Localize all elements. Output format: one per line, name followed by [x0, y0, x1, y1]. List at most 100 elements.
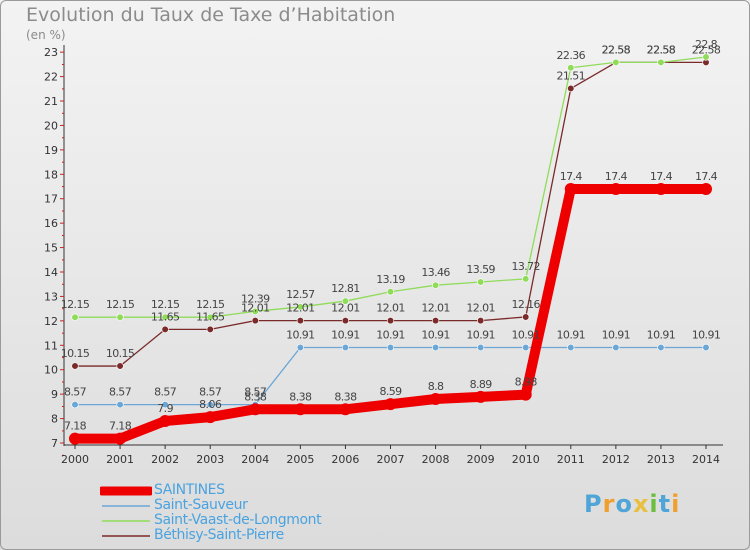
data-label: 22.58 — [692, 43, 721, 56]
series-point-1 — [612, 343, 620, 352]
legend-swatch-saint-sauveur — [102, 505, 150, 507]
data-label: 8.38 — [334, 390, 357, 403]
data-label: 8.38 — [289, 390, 312, 403]
chart-unit-label: (en %) — [26, 28, 66, 42]
y-tick-label: 23 — [44, 46, 58, 59]
series-point-0 — [564, 182, 577, 195]
series-point-2 — [431, 281, 440, 289]
data-label: 8.57 — [109, 386, 132, 399]
data-label: 13.72 — [511, 260, 540, 273]
series-point-2 — [386, 288, 395, 296]
legend-swatch-saint-vaast — [102, 520, 150, 522]
data-label: 21.51 — [557, 70, 586, 83]
y-tick-label: 18 — [44, 168, 58, 181]
legend-swatch-saintines — [100, 486, 152, 496]
series-point-1 — [161, 401, 169, 409]
data-label: 12.01 — [376, 302, 405, 315]
data-label: 10.91 — [692, 328, 721, 341]
data-label: 12.01 — [466, 302, 495, 315]
series-point-3 — [161, 325, 169, 334]
data-label: 10.91 — [331, 328, 360, 341]
x-tick-label: 2009 — [467, 453, 495, 466]
data-label: 12.01 — [241, 302, 270, 315]
x-tick-label: 2001 — [106, 453, 134, 466]
legend-label-saint-sauveur: Saint-Sauveur — [154, 497, 248, 513]
series-point-1 — [341, 343, 350, 352]
series-point-3 — [341, 317, 350, 325]
x-tick-label: 2000 — [61, 453, 89, 466]
data-label: 7.9 — [157, 402, 173, 415]
series-point-1 — [702, 343, 710, 352]
series-point-2 — [341, 297, 350, 305]
data-label: 22.58 — [647, 43, 676, 56]
series-point-3 — [296, 317, 304, 325]
series-point-2 — [657, 58, 665, 67]
x-tick-label: 2005 — [286, 453, 314, 466]
series-point-2 — [296, 303, 304, 311]
y-tick-label: 8 — [51, 413, 58, 426]
data-label: 22.8 — [695, 38, 718, 51]
y-tick-label: 15 — [44, 242, 58, 255]
data-label: 17.4 — [695, 170, 718, 183]
series-point-2 — [116, 313, 124, 321]
data-label: 12.01 — [421, 302, 450, 315]
legend-label-bethisy: Béthisy-Saint-Pierre — [154, 527, 284, 543]
data-label: 10.91 — [557, 328, 586, 341]
data-label: 12.01 — [286, 302, 315, 315]
series-point-2 — [567, 64, 575, 72]
data-label: 10.91 — [421, 328, 450, 341]
data-label: 12.15 — [196, 298, 225, 311]
chart-title: Evolution du Taux de Taxe d’Habitation — [26, 4, 396, 26]
series-point-3 — [477, 317, 485, 325]
series-point-2 — [251, 307, 259, 315]
x-tick-label: 2013 — [647, 453, 675, 466]
series-point-3 — [251, 317, 259, 325]
series-point-2 — [522, 275, 530, 283]
series-point-1 — [567, 343, 575, 352]
y-tick-label: 17 — [44, 193, 58, 206]
series-point-2 — [71, 313, 79, 321]
y-tick-label: 10 — [44, 364, 58, 377]
data-label: 10.91 — [376, 328, 405, 341]
series-point-0 — [204, 411, 217, 424]
data-label: 22.58 — [647, 43, 676, 56]
data-label: 8.59 — [379, 385, 402, 398]
x-tick-label: 2014 — [692, 453, 720, 466]
y-tick-label: 13 — [44, 290, 58, 303]
series-point-3 — [71, 362, 79, 370]
proxiti-logo: Proxiti — [584, 490, 681, 518]
data-label: 10.91 — [466, 328, 495, 341]
data-label: 10.91 — [511, 328, 540, 341]
data-label: 10.91 — [602, 328, 631, 341]
legend-label-saintines: SAINTINES — [154, 482, 225, 498]
y-tick-label: 21 — [44, 95, 58, 108]
series-point-1 — [522, 343, 530, 352]
data-label: 12.16 — [511, 298, 540, 311]
x-tick-label: 2012 — [602, 453, 630, 466]
y-tick-label: 20 — [44, 119, 58, 132]
data-label: 8.8 — [428, 380, 444, 393]
data-label: 22.58 — [602, 43, 631, 56]
series-point-3 — [431, 317, 440, 325]
data-label: 10.91 — [286, 328, 315, 341]
data-label: 11.65 — [196, 310, 225, 323]
data-label: 22.58 — [602, 43, 631, 56]
y-tick-label: 11 — [44, 339, 58, 352]
data-label: 12.57 — [286, 288, 315, 301]
series-point-1 — [296, 343, 304, 352]
data-label: 7.18 — [64, 420, 87, 433]
series-point-0 — [700, 182, 712, 195]
series-point-3 — [116, 362, 124, 370]
series-point-2 — [702, 53, 710, 61]
series-point-0 — [159, 415, 172, 428]
data-label: 12.15 — [151, 298, 180, 311]
legend-label-saint-vaast: Saint-Vaast-de-Longmont — [154, 512, 322, 528]
legend-swatch-bethisy — [102, 535, 150, 537]
series-point-1 — [206, 401, 214, 409]
series-point-1 — [386, 343, 395, 352]
data-label: 10.15 — [106, 347, 135, 360]
series-point-0 — [339, 403, 352, 416]
series-point-3 — [206, 325, 214, 334]
data-label: 10.91 — [647, 328, 676, 341]
